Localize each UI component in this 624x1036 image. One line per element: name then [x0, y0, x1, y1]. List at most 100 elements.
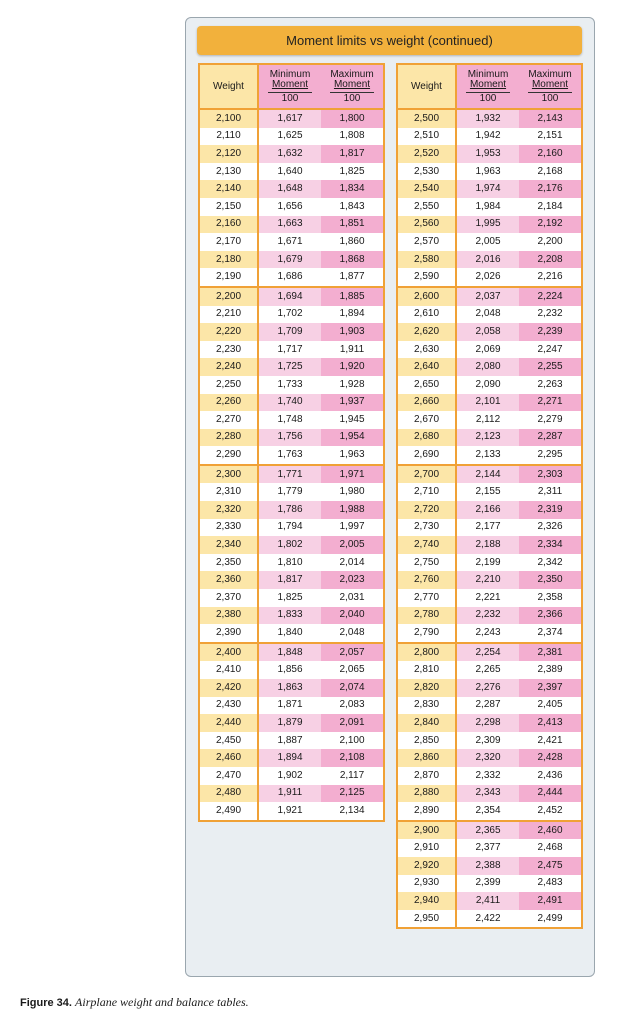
max-moment-cell: 2,023: [321, 571, 384, 590]
weight-cell: 2,810: [397, 661, 457, 679]
table-row: 2,380 1,833 2,040: [199, 606, 384, 625]
table-row: 2,540 1,974 2,176: [397, 180, 582, 198]
table-row: 2,840 2,298 2,413: [397, 714, 582, 732]
weight-cell: 2,400: [199, 641, 259, 662]
weight-cell: 2,710: [397, 483, 457, 502]
table-row: 2,650 2,090 2,263: [397, 375, 582, 394]
max-moment-cell: 2,311: [537, 486, 563, 498]
max-moment-cell: 2,134: [339, 804, 365, 816]
weight-cell: 2,840: [397, 714, 457, 732]
max-moment-cell: 2,303: [519, 463, 582, 484]
max-moment-cell: 2,091: [321, 714, 384, 732]
weight-cell: 2,650: [397, 375, 457, 394]
max-moment-cell: 2,444: [519, 784, 582, 803]
weight-cell: 2,460: [199, 749, 259, 767]
max-moment-cell: 1,954: [321, 428, 384, 447]
weight-cell: 2,250: [199, 375, 259, 394]
max-moment-cell: 1,885: [321, 285, 384, 306]
min-moment-cell: 1,763: [277, 449, 303, 461]
weight-cell: 2,610: [397, 305, 457, 324]
max-header-divisor: 100: [528, 91, 572, 104]
table-row: 2,870 2,332 2,436: [397, 766, 582, 785]
min-moment-cell: 2,309: [475, 734, 501, 746]
min-moment-cell: 1,671: [277, 235, 303, 247]
min-moment-cell: 2,399: [475, 877, 501, 889]
table-row: 2,890 2,354 2,452: [397, 802, 582, 821]
table-body-right: 2,500 1,932 2,143 2,510 1,942 2,151 2,520 1,953…: [397, 109, 582, 929]
table-row: 2,700 2,144 2,303: [397, 463, 582, 484]
min-moment-cell: 1,921: [277, 804, 303, 816]
table-row: 2,810 2,265 2,389: [397, 661, 582, 679]
table-row: 2,580 2,016 2,208: [397, 250, 582, 269]
table-row: 2,110 1,625 1,808: [199, 127, 384, 146]
max-moment-cell: 1,980: [339, 486, 365, 498]
max-moment-cell: 2,475: [519, 856, 582, 875]
weight-cell: 2,140: [199, 180, 259, 198]
weight-header: Weight: [199, 64, 259, 110]
max-moment-cell: 1,937: [321, 393, 384, 412]
max-moment-cell: 1,843: [339, 200, 365, 212]
table-row: 2,350 1,810 2,014: [199, 553, 384, 572]
weight-cell: 2,540: [397, 180, 457, 198]
table-row: 2,690 2,133 2,295: [397, 446, 582, 465]
weight-cell: 2,870: [397, 766, 457, 785]
max-moment-cell: 2,287: [519, 428, 582, 447]
table-row: 2,510 1,942 2,151: [397, 127, 582, 146]
weight-cell: 2,440: [199, 714, 259, 732]
table-row: 2,920 2,388 2,475: [397, 856, 582, 875]
weight-cell: 2,760: [397, 571, 457, 590]
table-row: 2,600 2,037 2,224: [397, 285, 582, 306]
weight-cell: 2,330: [199, 518, 259, 537]
max-moment-cell: 2,117: [339, 769, 365, 781]
max-moment-cell: 2,499: [537, 912, 563, 924]
min-moment-cell: 1,648: [258, 180, 321, 198]
max-moment-cell: 2,350: [519, 571, 582, 590]
weight-cell: 2,150: [199, 197, 259, 216]
table-row: 2,430 1,871 2,083: [199, 696, 384, 715]
min-moment-cell: 2,232: [456, 606, 519, 625]
max-moment-cell: 1,808: [339, 130, 365, 142]
min-moment-cell: 2,037: [456, 285, 519, 306]
max-moment-cell: 2,436: [537, 769, 563, 781]
weight-cell: 2,200: [199, 285, 259, 306]
min-moment-cell: 1,779: [277, 486, 303, 498]
min-moment-cell: 1,717: [277, 343, 303, 355]
table-row: 2,460 1,894 2,108: [199, 749, 384, 767]
weight-header: Weight: [397, 64, 457, 110]
table-row: 2,390 1,840 2,048: [199, 624, 384, 643]
max-moment-cell: 1,920: [321, 358, 384, 376]
min-moment-cell: 1,632: [258, 145, 321, 163]
weight-cell: 2,210: [199, 305, 259, 324]
min-moment-cell: 2,144: [456, 463, 519, 484]
table-row: 2,530 1,963 2,168: [397, 162, 582, 181]
max-header-divisor: 100: [330, 91, 374, 104]
max-moment-cell: 2,192: [519, 215, 582, 234]
min-header-line1: Minimum: [467, 68, 509, 80]
max-moment-cell: 2,397: [519, 679, 582, 697]
max-moment-cell: 2,428: [519, 749, 582, 767]
figure-caption: Figure 34. Airplane weight and balance t…: [20, 995, 249, 1010]
min-moment-cell: 1,974: [456, 180, 519, 198]
table-row: 2,160 1,663 1,851: [199, 215, 384, 234]
max-moment-cell: 1,851: [321, 215, 384, 234]
max-moment-cell: 2,358: [537, 591, 563, 603]
min-moment-cell: 1,863: [258, 679, 321, 697]
weight-cell: 2,600: [397, 285, 457, 306]
max-moment-cell: 2,239: [519, 323, 582, 341]
table-row: 2,250 1,733 1,928: [199, 375, 384, 394]
max-moment-cell: 2,108: [321, 749, 384, 767]
min-moment-cell: 1,963: [475, 165, 501, 177]
weight-cell: 2,180: [199, 250, 259, 269]
table-row: 2,570 2,005 2,200: [397, 233, 582, 251]
table-row: 2,930 2,399 2,483: [397, 874, 582, 893]
max-moment-cell: 2,143: [519, 109, 582, 128]
table-row: 2,400 1,848 2,057: [199, 641, 384, 662]
weight-cell: 2,720: [397, 501, 457, 519]
weight-cell: 2,130: [199, 162, 259, 181]
min-moment-cell: 2,298: [456, 714, 519, 732]
max-moment-cell: 2,381: [519, 641, 582, 662]
weight-cell: 2,770: [397, 589, 457, 607]
table-row: 2,590 2,026 2,216: [397, 268, 582, 287]
min-moment-cell: 1,817: [258, 571, 321, 590]
min-moment-cell: 2,320: [456, 749, 519, 767]
